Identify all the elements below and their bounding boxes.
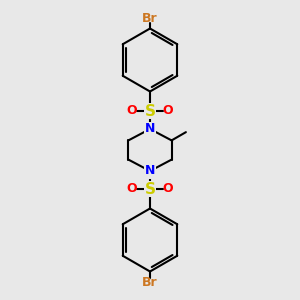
Text: N: N xyxy=(145,164,155,178)
Text: O: O xyxy=(127,104,137,118)
Text: S: S xyxy=(145,103,155,118)
Text: O: O xyxy=(163,182,173,196)
Text: N: N xyxy=(145,122,155,136)
Text: S: S xyxy=(145,182,155,196)
Text: Br: Br xyxy=(142,275,158,289)
Text: O: O xyxy=(163,104,173,118)
Text: Br: Br xyxy=(142,11,158,25)
Text: O: O xyxy=(127,182,137,196)
